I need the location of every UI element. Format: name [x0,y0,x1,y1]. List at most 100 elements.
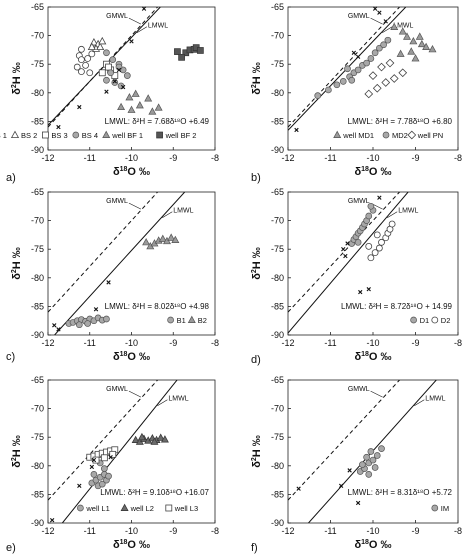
legend-marker [407,130,417,140]
series-well-l2 [131,432,169,445]
data-point [52,323,57,328]
data-point [93,307,99,312]
y-tick-label: -70 [31,404,44,414]
data-point [367,55,375,62]
data-point [409,36,418,45]
data-point [375,244,383,252]
y-tick-label: -65 [31,375,44,385]
y-tick-label: -80 [31,273,44,283]
data-point [333,81,341,89]
legend: D1 D2 [410,316,450,325]
y-tick-label: -70 [271,31,284,41]
data-point [98,480,106,488]
data-point [384,36,392,44]
y-tick-label: -80 [31,88,44,98]
y-axis-label: δ2H ‰ [11,435,23,468]
data-point [154,103,163,111]
x-tick-label: -11 [324,153,336,163]
gmwl-line [288,7,400,128]
y-axis-label: δ2H ‰ [251,247,263,280]
x-tick-label: -9 [169,338,177,348]
y-tick-label: -70 [31,216,44,226]
x-tick-label: -8 [211,526,219,536]
y-tick-label: -70 [31,31,44,41]
data-point [371,249,379,257]
data-point [373,231,381,239]
x-tick-label: -9 [169,153,177,163]
y-tick-label: -75 [271,244,284,254]
x-tick-label: -8 [454,338,462,348]
data-point [158,234,167,242]
plot-frame [47,379,216,524]
lmwl-line [288,192,409,334]
lmwl-label: LMWL [168,396,188,403]
gmwl-pointer [370,390,383,398]
data-point [148,107,157,115]
data-point [84,55,92,62]
data-point [415,32,424,40]
legend-label: BS 1 [0,131,7,140]
panel-a: -12 -11 -10 -9 -8 -65 -70 -75 -80 -85 -90 δ18O ‰ δ2H… [0,2,219,184]
series-unlabelled-x [294,6,388,133]
gmwl-line [48,7,158,128]
y-tick-label: -85 [271,116,284,126]
gmwl-pointer [128,390,142,398]
legend-label: D1 [420,316,430,325]
data-point [78,45,85,53]
data-point [398,27,407,35]
x-tick-label: -9 [169,526,177,536]
data-point [105,63,112,71]
y-tick-label: -65 [31,2,44,12]
x-tick-label: -11 [324,338,336,348]
y-axis-label: δ2H ‰ [11,247,23,280]
y-tick-label: -75 [271,59,284,69]
data-point [144,94,153,102]
legend: well L1 well L2 well L3 [77,503,198,513]
x-tick-label: -12 [281,338,294,348]
data-point [378,445,385,452]
data-point [120,84,126,90]
data-point [150,437,159,445]
data-point [77,483,82,489]
data-point [363,453,370,461]
data-point [383,19,388,24]
data-point [363,59,370,67]
legend: well MD1 MD2 well PN [333,130,443,140]
legend-label: well L3 [174,504,198,513]
legend-label: BS 2 [21,131,37,140]
data-point [347,468,352,473]
data-point [372,6,378,11]
legend: IM [431,504,449,513]
x-tick-label: -10 [125,526,138,536]
gmwl-label: GMWL [106,198,128,205]
data-point [142,238,151,246]
data-point [365,212,373,220]
y-tick-label: -80 [271,461,284,471]
lmwl-label: LMWL [393,23,413,30]
panel-label: e) [6,542,16,554]
series-well-l1 [88,459,112,490]
x-tick-label: -11 [84,526,96,536]
legend-label: MD2 [392,131,408,140]
y-tick-label: -85 [31,116,44,126]
series-b1 [65,314,110,329]
series-well-bf-1 [117,89,163,115]
lmwl-pointer [414,399,425,406]
series-unlabelled-x [296,468,361,506]
data-point [345,241,350,246]
data-point [367,448,375,455]
data-point [366,287,371,292]
x-tick-label: -12 [41,153,54,163]
data-point [178,53,185,61]
lmwl-label: LMWL [425,396,445,403]
data-point [380,41,387,49]
data-point [92,456,100,464]
y-tick-label: -90 [271,518,284,528]
y-tick-label: -80 [271,88,284,98]
data-point [407,47,416,55]
data-point [378,238,385,246]
y-tick-label: -70 [271,216,284,226]
gmwl-line [48,192,158,313]
series-bs-3 [98,60,119,80]
x-axis-label: δ18O ‰ [113,539,150,551]
